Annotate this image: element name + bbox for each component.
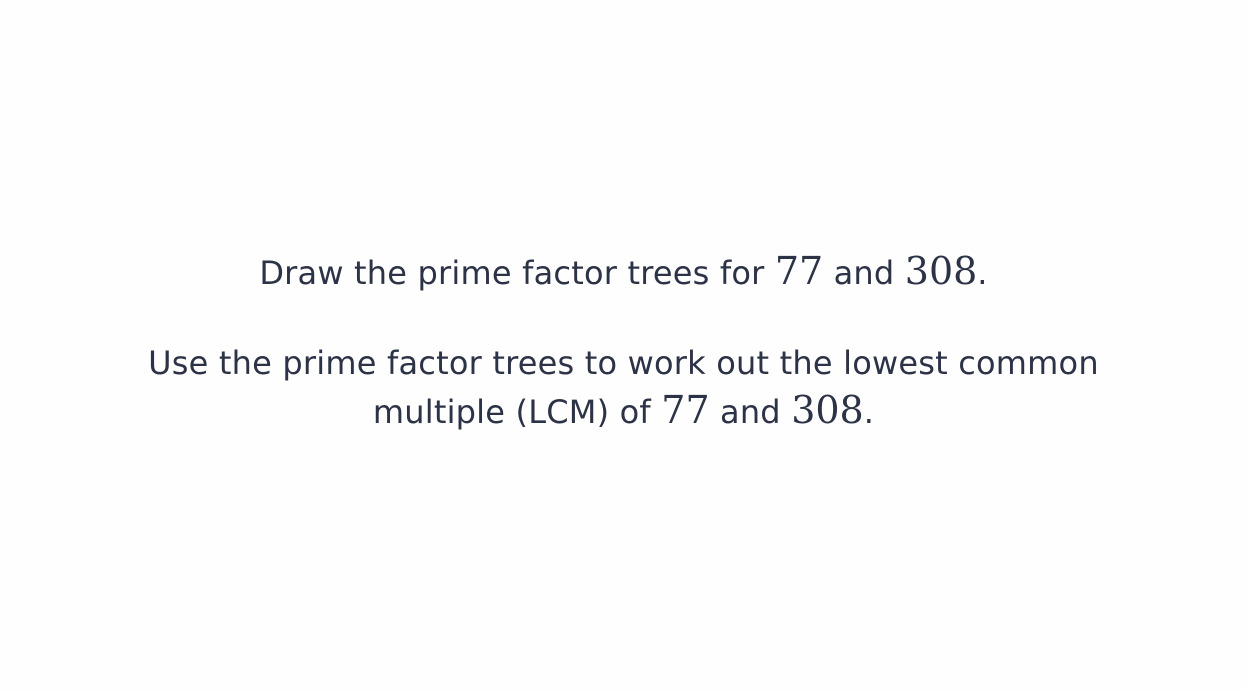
number-308: 308 (791, 388, 864, 432)
question-1-text-before: Draw the prime factor trees for (259, 254, 775, 292)
question-2-line-1: Use the prime factor trees to work out t… (148, 344, 1099, 382)
question-1-period: . (977, 254, 988, 292)
number-77: 77 (661, 388, 710, 432)
question-1-text-middle: and (823, 254, 905, 292)
number-308: 308 (904, 249, 978, 293)
question-2-period: . (863, 393, 875, 431)
question-prime-factor-trees: Draw the prime factor trees for 77 and 3… (0, 248, 1247, 297)
number-77: 77 (774, 249, 824, 293)
question-lcm: Use the prime factor trees to work out t… (0, 340, 1247, 436)
question-2-text-before: multiple (LCM) of (372, 393, 662, 431)
question-2-text-middle: and (709, 393, 792, 431)
